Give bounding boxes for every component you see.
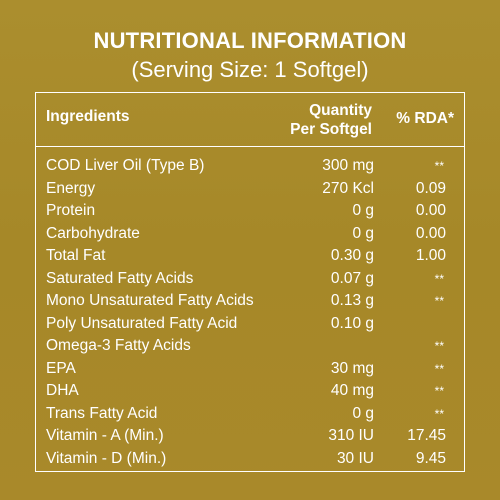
- ingredient-quantity: 0 g: [352, 224, 374, 242]
- ingredient-quantity: 310 IU: [328, 427, 374, 444]
- ingredient-rda: **: [434, 294, 444, 308]
- ingredient-quantity: 0.13 g: [330, 292, 374, 309]
- table-row: Omega-3 Fatty Acids **: [36, 335, 464, 358]
- ingredient-rda: **: [434, 361, 444, 376]
- header-quantity: Quantity Per Softgel: [290, 101, 372, 139]
- ingredient-name: Total Fat: [46, 247, 106, 264]
- table-row: Trans Fatty Acid 0 g **: [36, 403, 464, 426]
- ingredient-quantity: 0.10 g: [330, 314, 374, 332]
- ingredient-rda: 1.00: [415, 247, 446, 264]
- table-row: Saturated Fatty Acids 0.07 g **: [36, 268, 464, 291]
- table-row: Vitamin - D (Min.) 30 IU 9.45: [36, 448, 464, 471]
- ingredient-quantity: 0.30 g: [330, 247, 374, 264]
- ingredient-name: Omega-3 Fatty Acids: [46, 337, 191, 354]
- ingredient-quantity: 40 mg: [330, 382, 374, 399]
- ingredient-rda: **: [434, 406, 444, 421]
- ingredient-rda: **: [434, 339, 444, 353]
- ingredient-quantity: 0 g: [352, 404, 374, 422]
- ingredient-rda: **: [434, 384, 444, 398]
- ingredient-rda: **: [434, 159, 444, 173]
- header-rda: % RDA*: [396, 110, 454, 127]
- ingredient-name: Trans Fatty Acid: [46, 404, 158, 422]
- header-quantity-line2: Per Softgel: [290, 121, 372, 138]
- ingredient-name: Protein: [46, 202, 96, 219]
- nutrition-table: Ingredients Quantity Per Softgel % RDA* …: [35, 92, 465, 472]
- ingredient-quantity: 30 IU: [336, 449, 374, 467]
- table-body: COD Liver Oil (Type B) 300 mg ** Energy 270 …: [36, 155, 464, 470]
- header-ingredients: Ingredients: [46, 108, 130, 125]
- ingredient-quantity: 270 Kcl: [322, 179, 374, 197]
- page-title: NUTRITIONAL INFORMATION: [93, 28, 407, 53]
- ingredient-name: Carbohydrate: [46, 224, 140, 242]
- ingredient-quantity: 0.07 g: [330, 269, 374, 287]
- ingredient-name: Saturated Fatty Acids: [46, 269, 194, 287]
- ingredient-name: EPA: [46, 359, 76, 377]
- ingredient-name: Mono Unsaturated Fatty Acids: [46, 292, 254, 309]
- table-row: Total Fat 0.30 g 1.00: [36, 245, 464, 268]
- ingredient-name: Vitamin - A (Min.): [46, 427, 164, 444]
- table-row: Protein 0 g 0.00: [36, 200, 464, 223]
- table-row: Carbohydrate 0 g 0.00: [36, 223, 464, 246]
- ingredient-rda: 0.09: [415, 179, 446, 197]
- ingredient-quantity: 0 g: [352, 202, 374, 219]
- ingredient-rda: 9.45: [415, 449, 446, 467]
- ingredient-rda: 17.45: [407, 427, 446, 444]
- ingredient-quantity: 300 mg: [322, 157, 374, 174]
- ingredient-name: Poly Unsaturated Fatty Acid: [46, 314, 238, 332]
- ingredient-rda: 0.00: [415, 202, 446, 219]
- ingredient-name: Energy: [46, 179, 96, 197]
- header-quantity-line1: Quantity: [309, 102, 372, 119]
- table-row: EPA 30 mg **: [36, 358, 464, 381]
- table-row: Vitamin - A (Min.) 310 IU 17.45: [36, 425, 464, 448]
- table-row: DHA 40 mg **: [36, 380, 464, 403]
- ingredient-name: Vitamin - D (Min.): [46, 449, 167, 467]
- ingredient-rda: 0.00: [415, 224, 446, 242]
- table-row: COD Liver Oil (Type B) 300 mg **: [36, 155, 464, 178]
- page-subtitle: (Serving Size: 1 Softgel): [131, 57, 369, 82]
- table-row: Mono Unsaturated Fatty Acids 0.13 g **: [36, 290, 464, 313]
- ingredient-name: DHA: [46, 382, 79, 399]
- table-row: Energy 270 Kcl 0.09: [36, 178, 464, 201]
- ingredient-rda: **: [434, 271, 444, 286]
- ingredient-quantity: 30 mg: [330, 359, 374, 377]
- ingredient-name: COD Liver Oil (Type B): [46, 157, 205, 174]
- table-header: Ingredients Quantity Per Softgel % RDA*: [36, 93, 464, 147]
- table-row: Poly Unsaturated Fatty Acid 0.10 g: [36, 313, 464, 336]
